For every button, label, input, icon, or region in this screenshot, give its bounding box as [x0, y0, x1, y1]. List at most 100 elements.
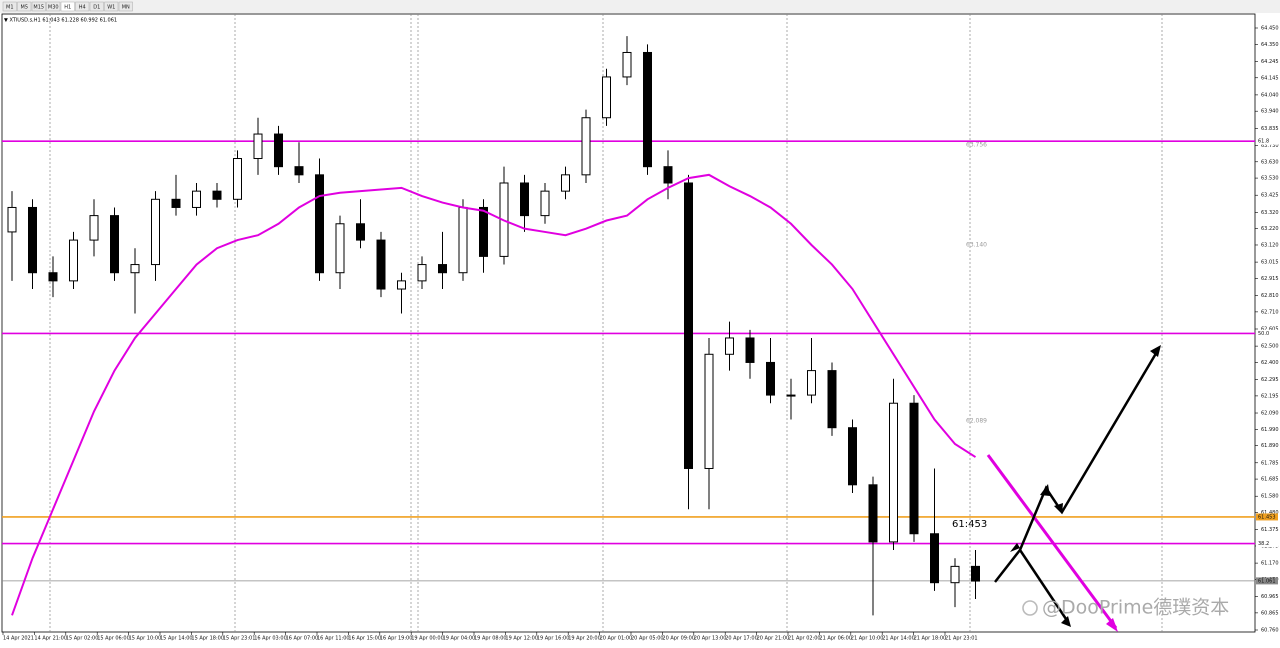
- timeframe-label[interactable]: H1: [64, 5, 71, 11]
- candle-body: [889, 402, 898, 543]
- candle-body: [786, 394, 796, 397]
- x-tick-label: 16 Apr 19:00: [380, 636, 413, 642]
- candle-body: [971, 565, 980, 582]
- y-tick-label: 61.170: [1261, 561, 1279, 567]
- candle-body: [561, 174, 570, 192]
- y-tick-label: 62.400: [1261, 360, 1279, 366]
- x-tick-label: 14 Apr 21:00: [34, 636, 67, 642]
- candle-body: [950, 565, 960, 584]
- timeframe-label[interactable]: M1: [6, 5, 14, 11]
- candle-body: [827, 370, 837, 429]
- x-tick-label: 19 Apr 08:00: [474, 636, 507, 642]
- y-tick-label: 64.245: [1261, 59, 1279, 65]
- level-annotation: 62.089: [966, 418, 987, 425]
- timeframe-label[interactable]: D1: [93, 5, 100, 11]
- y-tick-label: 61.685: [1261, 477, 1279, 483]
- y-tick-label: 61.480: [1261, 510, 1279, 516]
- candle-body: [745, 337, 755, 363]
- x-tick-label: 21 Apr 06:00: [819, 636, 852, 642]
- candle-body: [212, 190, 222, 200]
- forecast-arrows: [986, 345, 1161, 632]
- watermark-logo: [1022, 600, 1038, 616]
- candle-body: [663, 166, 673, 184]
- candle-body: [725, 337, 734, 355]
- x-tick-label: 15 Apr 06:00: [97, 636, 130, 642]
- y-tick-label: 64.450: [1261, 26, 1279, 32]
- candle-body: [909, 402, 919, 535]
- watermark: @DooPrime德璞资本: [1042, 597, 1229, 619]
- candle-body: [397, 280, 406, 290]
- candle-body: [602, 76, 611, 119]
- y-tick-label: 63.015: [1261, 260, 1279, 266]
- toolbar: [0, 0, 1280, 13]
- y-tick-label: 64.040: [1261, 92, 1279, 98]
- timeframe-button: [104, 1, 119, 12]
- x-tick-label: 19 Apr 00:00: [411, 636, 444, 642]
- timeframe-label[interactable]: W1: [107, 5, 115, 11]
- x-tick-label: 19 Apr 20:00: [568, 636, 601, 642]
- candle-body: [356, 223, 365, 241]
- level-label: 50.0: [1258, 331, 1269, 337]
- y-tick-label: 63.320: [1261, 210, 1279, 216]
- y-tick-label: 61.785: [1261, 460, 1279, 466]
- y-tick-label: 64.350: [1261, 42, 1279, 48]
- timeframe-label[interactable]: M30: [48, 5, 59, 11]
- timeframe-label[interactable]: H4: [79, 5, 86, 11]
- y-tick-label: 61.990: [1261, 427, 1279, 433]
- candle-body: [848, 427, 857, 486]
- candle-body: [458, 206, 468, 274]
- x-tick-label: 16 Apr 07:00: [286, 636, 319, 642]
- candle-body: [253, 133, 263, 160]
- moving-average: [11, 173, 977, 616]
- level-tag: [1256, 513, 1278, 521]
- candle-body: [7, 206, 17, 233]
- x-tick-label: 15 Apr 02:00: [66, 636, 99, 642]
- x-tick-label: 20 Apr 21:00: [757, 636, 790, 642]
- y-tick-label: 60.865: [1261, 610, 1279, 616]
- chart-header: ▼ XTIUSD.s,H1 61.043 61.228 60.992 61.06…: [4, 17, 117, 23]
- candle-body: [643, 51, 652, 168]
- level-tag: [1256, 540, 1278, 548]
- y-tick-label: 63.940: [1261, 109, 1279, 115]
- candle-body: [622, 51, 632, 78]
- candle-body: [130, 264, 140, 274]
- x-tick-label: 19 Apr 04:00: [443, 636, 476, 642]
- timeframe-button: [17, 1, 32, 12]
- level-tag: [1256, 577, 1278, 585]
- timeframe-label[interactable]: M5: [21, 5, 29, 11]
- x-tick-label: 16 Apr 11:00: [317, 636, 350, 642]
- y-tick-label: 62.195: [1261, 393, 1279, 399]
- x-tick-label: 21 Apr 14:00: [882, 636, 915, 642]
- level-label: 38.2: [1258, 541, 1269, 547]
- y-tick-label: 64.145: [1261, 75, 1279, 81]
- y-tick-label: 63.530: [1261, 176, 1279, 182]
- candle-body: [417, 264, 427, 282]
- candle-body: [89, 215, 99, 241]
- x-tick-label: 21 Apr 23:01: [945, 636, 978, 642]
- candle-body: [684, 182, 693, 469]
- candle-body: [766, 361, 775, 396]
- timeframe-label[interactable]: MN: [122, 5, 130, 11]
- timeframe-button: [2, 1, 17, 12]
- y-tick-label: 63.730: [1261, 143, 1279, 149]
- candle-body: [294, 166, 304, 176]
- candle-body: [28, 206, 37, 274]
- x-tick-label: 21 Apr 18:00: [914, 636, 947, 642]
- level-annotation: 63.140: [966, 242, 987, 249]
- x-tick-label: 15 Apr 23:01: [223, 636, 256, 642]
- timeframe-button: [118, 1, 133, 12]
- candle-body: [48, 272, 58, 282]
- y-tick-label: 63.425: [1261, 193, 1279, 199]
- candle-body: [335, 223, 345, 274]
- level-annotation: 61:453: [952, 519, 987, 530]
- x-tick-label: 19 Apr 12:00: [505, 636, 538, 642]
- x-tick-label: 20 Apr 05:00: [631, 636, 664, 642]
- x-tick-label: 21 Apr 10:00: [851, 636, 884, 642]
- candle-body: [171, 198, 181, 208]
- y-tick-label: 63.835: [1261, 126, 1279, 132]
- timeframe-label[interactable]: M15: [33, 5, 44, 11]
- y-tick-label: 62.500: [1261, 344, 1279, 350]
- level-tag: [1256, 137, 1278, 145]
- day-separators: [49, 14, 1163, 632]
